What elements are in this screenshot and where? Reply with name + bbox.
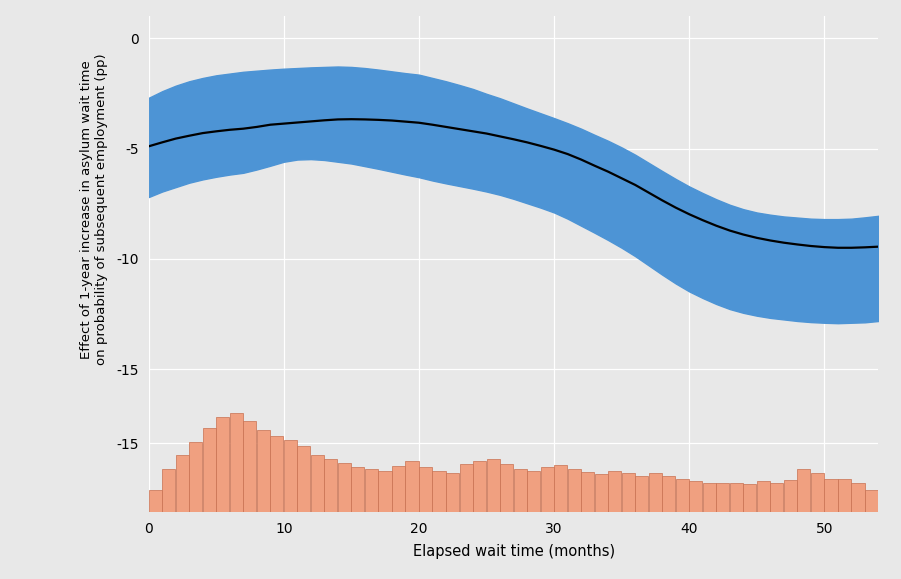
Bar	[270, 436, 284, 512]
Bar	[649, 473, 662, 512]
Bar	[324, 459, 338, 512]
Bar	[527, 471, 541, 512]
Bar	[568, 469, 581, 512]
X-axis label: Elapsed wait time (months): Elapsed wait time (months)	[413, 544, 614, 559]
Bar	[716, 483, 730, 512]
Bar	[622, 473, 635, 512]
Bar	[743, 484, 757, 512]
Bar	[770, 483, 784, 512]
Bar	[338, 463, 351, 512]
Bar	[176, 455, 189, 512]
Bar	[703, 483, 716, 512]
Bar	[541, 467, 554, 512]
Bar	[797, 469, 811, 512]
Bar	[311, 455, 324, 512]
Bar	[365, 469, 378, 512]
Bar	[297, 446, 311, 512]
Bar	[487, 459, 500, 512]
Bar	[460, 464, 473, 512]
Bar	[500, 464, 514, 512]
Bar	[595, 474, 608, 512]
Bar	[189, 442, 203, 512]
Bar	[554, 465, 568, 512]
Bar	[514, 469, 527, 512]
Bar	[784, 480, 797, 512]
Bar	[824, 478, 838, 512]
Bar	[392, 466, 405, 512]
Bar	[635, 476, 649, 512]
Bar	[162, 469, 176, 512]
Bar	[432, 471, 446, 512]
Bar	[378, 471, 392, 512]
Bar	[216, 417, 230, 512]
Bar	[257, 430, 270, 512]
Bar	[676, 478, 689, 512]
Bar	[203, 428, 216, 512]
Bar	[230, 413, 243, 512]
Bar	[284, 440, 297, 512]
Bar	[689, 481, 703, 512]
Bar	[757, 481, 770, 512]
Bar	[419, 467, 432, 512]
Bar	[865, 490, 878, 512]
Bar	[243, 422, 257, 512]
Bar	[851, 483, 865, 512]
Bar	[405, 461, 419, 512]
Bar	[473, 461, 487, 512]
Bar	[581, 472, 595, 512]
Bar	[446, 473, 460, 512]
Y-axis label: Effect of 1-year increase in asylum wait time
on probability of subsequent emplo: Effect of 1-year increase in asylum wait…	[80, 53, 108, 365]
Bar	[730, 483, 743, 512]
Bar	[662, 476, 676, 512]
Bar	[811, 473, 824, 512]
Bar	[351, 467, 365, 512]
Bar	[149, 490, 162, 512]
Bar	[838, 479, 851, 512]
Bar	[608, 471, 622, 512]
